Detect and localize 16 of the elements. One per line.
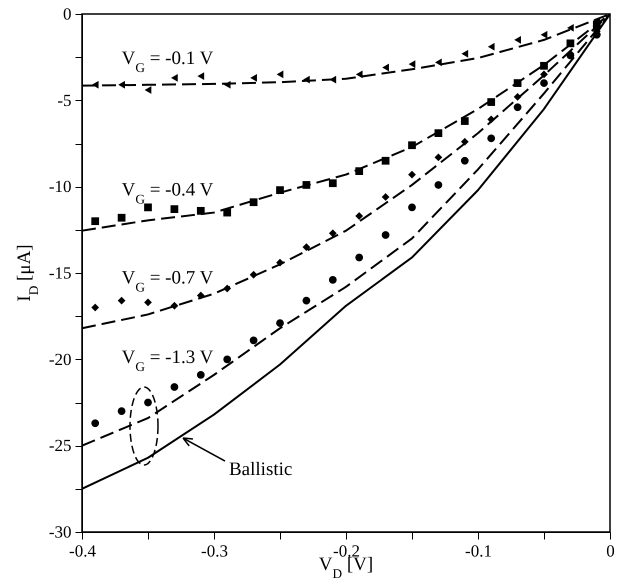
y-tick-label: 0 (63, 4, 72, 24)
series-label: V$_{G}$ = -0.1 V (122, 48, 214, 75)
x-tick-label: -0.1 (465, 542, 492, 560)
series-label: V$_{G}$ = -0.4 V (122, 179, 214, 206)
x-tick-label: -0.4 (69, 542, 96, 560)
x-tick-label: -0.3 (201, 542, 228, 560)
series-label: V$_{G}$ = -1.3 V (122, 346, 214, 374)
series-label: V$_{G}$ = -0.7 V (122, 267, 214, 294)
annotation: Ballistic (229, 459, 292, 480)
y-tick-label: -5 (57, 90, 72, 110)
y-tick-label: -25 (48, 436, 72, 456)
x-tick-label: 0 (606, 542, 615, 560)
y-tick-label: -15 (48, 264, 72, 282)
y-tick-label: -30 (48, 522, 72, 542)
y-tick-label: -20 (48, 350, 72, 369)
y-tick-label: -10 (48, 177, 72, 196)
